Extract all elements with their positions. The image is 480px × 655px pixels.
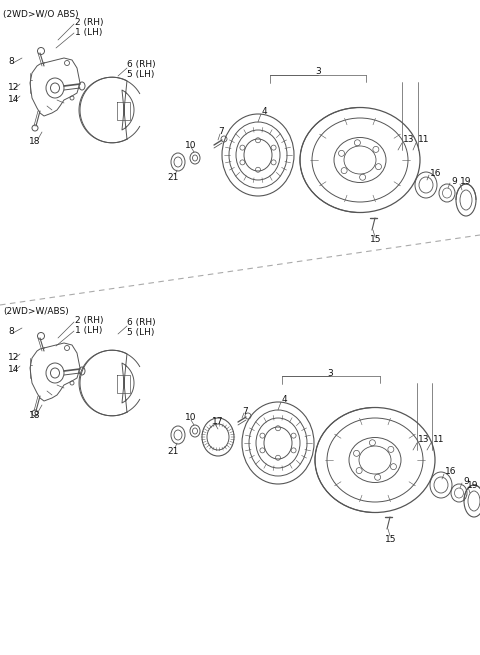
Text: 12: 12	[8, 354, 19, 362]
Text: 2 (RH): 2 (RH)	[75, 316, 104, 324]
Text: 1 (LH): 1 (LH)	[75, 28, 102, 37]
Text: 8: 8	[8, 328, 14, 337]
Text: 15: 15	[370, 236, 382, 244]
Text: 19: 19	[467, 481, 479, 489]
Text: 13: 13	[403, 136, 415, 145]
Text: 14: 14	[8, 365, 19, 375]
Text: 21: 21	[168, 447, 179, 455]
Text: 1 (LH): 1 (LH)	[75, 326, 102, 335]
Text: 16: 16	[445, 468, 456, 476]
Text: 15: 15	[385, 534, 397, 544]
Text: 4: 4	[282, 396, 288, 405]
Text: 2 (RH): 2 (RH)	[75, 18, 104, 26]
Text: 7: 7	[218, 128, 224, 136]
Text: 14: 14	[8, 96, 19, 105]
Text: 10: 10	[185, 141, 196, 149]
Text: 21: 21	[168, 174, 179, 183]
Text: 3: 3	[315, 67, 321, 77]
Text: 13: 13	[418, 436, 430, 445]
Text: 19: 19	[460, 178, 471, 187]
Text: 5 (LH): 5 (LH)	[127, 69, 155, 79]
Text: 6 (RH): 6 (RH)	[127, 318, 156, 328]
Text: 12: 12	[8, 83, 19, 92]
Text: 9: 9	[451, 176, 457, 185]
Text: 4: 4	[262, 107, 268, 117]
Text: 10: 10	[185, 413, 196, 422]
Text: 18: 18	[29, 138, 41, 147]
Text: 3: 3	[327, 369, 333, 377]
Text: 16: 16	[430, 168, 442, 178]
Text: 5 (LH): 5 (LH)	[127, 328, 155, 337]
Text: 11: 11	[418, 136, 430, 145]
Text: 7: 7	[242, 407, 248, 415]
Text: 9: 9	[463, 476, 469, 485]
Text: (2WD>W/O ABS): (2WD>W/O ABS)	[3, 10, 79, 19]
Text: 17: 17	[212, 417, 224, 426]
Text: 11: 11	[433, 436, 444, 445]
Text: 8: 8	[8, 58, 14, 67]
Text: 18: 18	[29, 411, 41, 419]
Text: (2WD>W/ABS): (2WD>W/ABS)	[3, 307, 69, 316]
Text: 6 (RH): 6 (RH)	[127, 60, 156, 69]
